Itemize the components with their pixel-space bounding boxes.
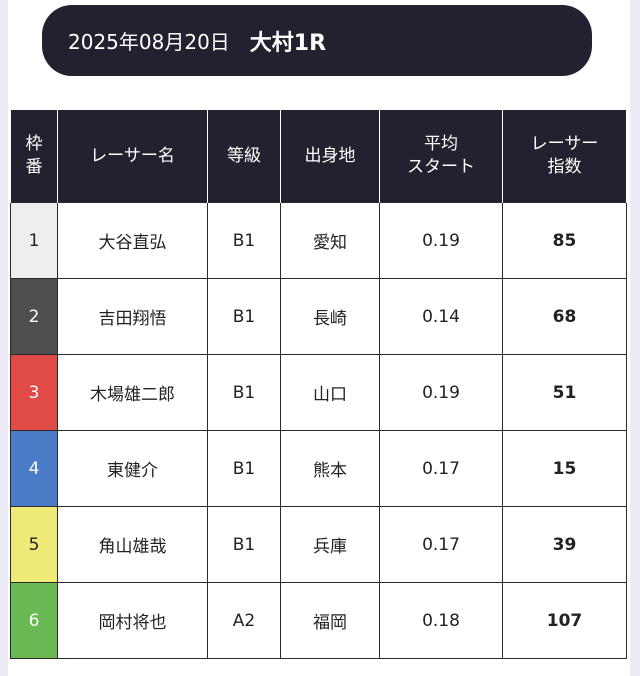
frame-number: 6	[10, 582, 58, 659]
hometown: 愛知	[280, 202, 380, 279]
race-header: 2025年08月20日 大村1R	[42, 5, 592, 76]
table-row: 1 大谷直弘 B1 愛知 0.19 85	[10, 202, 627, 279]
racer-index: 39	[502, 506, 627, 583]
column-header: 平均 スタート	[379, 110, 503, 203]
racer-index: 51	[502, 354, 627, 431]
racer-index: 107	[502, 582, 627, 659]
racer-class: B1	[207, 506, 281, 583]
racer-class: B1	[207, 278, 281, 355]
racer-class: B1	[207, 354, 281, 431]
column-header: レーサー名	[57, 110, 208, 203]
hometown: 兵庫	[280, 506, 380, 583]
frame-number: 5	[10, 506, 58, 583]
race-venue: 大村1R	[249, 30, 327, 56]
racer-name: 大谷直弘	[57, 202, 208, 279]
racer-index: 15	[502, 430, 627, 507]
column-header: レーサー 指数	[502, 110, 627, 203]
avg-start: 0.18	[379, 582, 503, 659]
column-header: 等級	[207, 110, 281, 203]
avg-start: 0.14	[379, 278, 503, 355]
frame-number: 4	[10, 430, 58, 507]
avg-start: 0.17	[379, 430, 503, 507]
racer-name: 吉田翔悟	[57, 278, 208, 355]
table-row: 3 木場雄二郎 B1 山口 0.19 51	[10, 354, 627, 431]
frame-number: 2	[10, 278, 58, 355]
racer-table: 枠 番レーサー名 等級 出身地 平均 スタート レーサー 指数 1 大谷直弘 B1 愛知 0.1…	[10, 110, 627, 659]
table-row: 5 角山雄哉 B1 兵庫 0.17 39	[10, 506, 627, 583]
column-header: 出身地	[280, 110, 380, 203]
frame-number: 1	[10, 202, 58, 279]
table-row: 2 吉田翔悟 B1 長崎 0.14 68	[10, 278, 627, 355]
racer-class: B1	[207, 430, 281, 507]
racer-name: 角山雄哉	[57, 506, 208, 583]
avg-start: 0.19	[379, 354, 503, 431]
avg-start: 0.17	[379, 506, 503, 583]
racer-index: 68	[502, 278, 627, 355]
avg-start: 0.19	[379, 202, 503, 279]
race-date: 2025年08月20日	[68, 30, 230, 54]
hometown: 熊本	[280, 430, 380, 507]
racer-name: 木場雄二郎	[57, 354, 208, 431]
table-row: 6 岡村将也 A2 福岡 0.18 107	[10, 582, 627, 659]
hometown: 福岡	[280, 582, 380, 659]
racer-class: A2	[207, 582, 281, 659]
table-body: 1 大谷直弘 B1 愛知 0.19 85 2 吉田翔悟 B1 長崎 0.14 68 3 木場雄二郎 B1 山口…	[10, 202, 627, 659]
column-header: 枠 番	[10, 110, 58, 203]
racer-index: 85	[502, 202, 627, 279]
racer-name: 東健介	[57, 430, 208, 507]
frame-number: 3	[10, 354, 58, 431]
header-row: 枠 番レーサー名 等級 出身地 平均 スタート レーサー 指数	[10, 110, 627, 203]
racer-name: 岡村将也	[57, 582, 208, 659]
table-row: 4 東健介 B1 熊本 0.17 15	[10, 430, 627, 507]
hometown: 長崎	[280, 278, 380, 355]
hometown: 山口	[280, 354, 380, 431]
racer-class: B1	[207, 202, 281, 279]
